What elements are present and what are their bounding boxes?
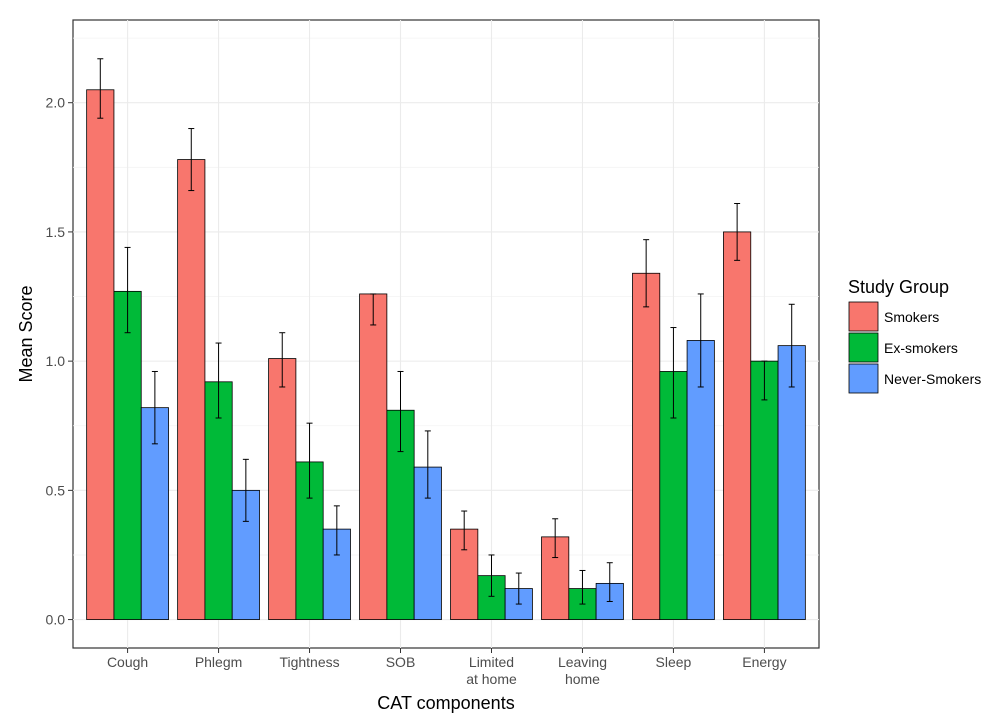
y-tick-label: 0.0 [46,612,66,628]
error-bar [151,370,158,445]
y-tick-label: 1.5 [46,224,66,240]
error-bar [188,128,195,192]
x-tick-label: Cough [107,654,148,670]
error-bar [488,554,495,597]
error-bar [306,422,313,499]
error-bar [515,572,522,605]
x-tick-label: Limited [469,654,514,670]
legend-key [848,332,879,363]
x-tick-label: Phlegm [195,654,242,670]
bar [750,360,779,620]
error-bars [97,58,795,605]
bar [113,290,142,620]
error-bar [579,569,586,605]
x-axis-title: CAT components [377,693,514,713]
error-bar [643,239,650,308]
y-axis: 0.0 0.5 1.0 1.5 2.0 [46,95,73,628]
legend: Study Group Smokers Ex-smokers Never-Smoke… [848,277,981,394]
legend-label: Smokers [884,309,939,325]
error-bar [397,370,404,453]
x-tick-label: at home [466,671,517,687]
x-tick-label: Sleep [656,654,692,670]
y-tick-label: 2.0 [46,95,66,111]
bars [86,89,806,620]
y-tick-label: 0.5 [46,482,66,498]
x-tick-label: home [565,671,600,687]
error-bar [670,327,677,419]
error-bar [370,293,377,326]
error-bar [552,518,559,559]
error-bar [461,510,468,551]
error-bar [424,430,431,499]
x-tick-label: Energy [742,654,786,670]
error-bar [279,332,286,388]
x-tick-label: Tightness [279,654,339,670]
error-bar [242,458,249,522]
bar [632,272,661,620]
error-bar [788,303,795,388]
legend-key [848,301,879,332]
bar [86,89,115,620]
error-bar [215,342,222,419]
error-bar [606,562,613,602]
error-bar [734,202,741,261]
legend-label: Never-Smokers [884,371,981,387]
bar [177,159,206,620]
error-bar [333,505,340,556]
legend-key [848,363,879,394]
x-tick-label: Leaving [558,654,607,670]
error-bar [761,360,768,401]
error-bar [124,246,131,334]
bar [268,358,297,620]
y-axis-title: Mean Score [16,285,36,382]
y-tick-label: 1.0 [46,353,66,369]
bar [777,345,806,620]
legend-title: Study Group [848,277,949,297]
bar [359,293,388,620]
error-bar [697,293,704,388]
error-bar [97,58,104,119]
bar [723,231,752,620]
legend-label: Ex-smokers [884,340,958,356]
x-tick-label: SOB [386,654,416,670]
